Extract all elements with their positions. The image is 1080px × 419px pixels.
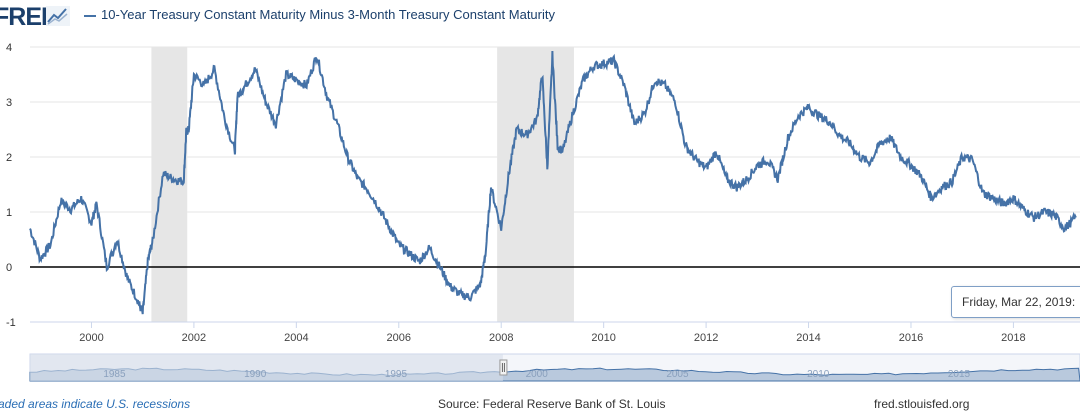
- x-tick-label: 2018: [1001, 332, 1025, 344]
- navigator-label: 2000: [526, 369, 549, 380]
- navigator-mask: [30, 354, 503, 381]
- navigator-label: 2015: [948, 369, 971, 380]
- x-tick-label: 2014: [796, 332, 820, 344]
- y-tick-label: 0: [6, 262, 12, 274]
- y-tick-label: 2: [6, 152, 12, 164]
- legend-series-label[interactable]: 10-Year Treasury Constant Maturity Minus…: [101, 7, 555, 22]
- recession-note: aded areas indicate U.S. recessions: [0, 397, 191, 411]
- x-tick-label: 2004: [284, 332, 308, 344]
- tooltip-text: Friday, Mar 22, 2019:: [962, 295, 1076, 309]
- navigator-handle[interactable]: [499, 359, 508, 376]
- y-tick-label: 1: [6, 207, 12, 219]
- x-axis-ticks: 2000 2002 2004 2006 2008 2010 2012 2014 2016 2018: [79, 322, 1026, 344]
- x-tick-label: 2002: [182, 332, 206, 344]
- x-tick-label: 2006: [387, 332, 411, 344]
- navigator-label: 1985: [103, 369, 126, 380]
- legend-swatch: [84, 15, 96, 17]
- series-line[interactable]: [29, 50, 1077, 315]
- navigator-label: 1995: [385, 369, 408, 380]
- navigator-label: 2005: [666, 369, 689, 380]
- y-tick-label: 3: [6, 97, 12, 109]
- chart-header: FRED 10-Year Treasury Constant Maturity …: [0, 0, 1080, 34]
- source-url[interactable]: fred.stlouisfed.org: [874, 397, 970, 411]
- y-tick-label: 4: [6, 42, 12, 54]
- recession-band: [497, 47, 574, 322]
- y-tick-label: -1: [6, 317, 16, 329]
- x-tick-label: 2008: [489, 332, 513, 344]
- x-tick-label: 2010: [591, 332, 615, 344]
- y-axis-ticks: 4 3 2 1 0 -1: [6, 42, 16, 329]
- range-navigator[interactable]: 1985 1990 1995 2000 2005 2010 2015: [0, 0, 1080, 395]
- x-tick-label: 2000: [79, 332, 103, 344]
- navigator-label: 1990: [244, 369, 267, 380]
- navigator-label: 2010: [807, 369, 830, 380]
- x-tick-label: 2016: [899, 332, 923, 344]
- source-text: Source: Federal Reserve Bank of St. Loui…: [438, 397, 666, 411]
- tooltip: Friday, Mar 22, 2019:: [951, 286, 1080, 318]
- fred-trend-icon: [46, 6, 70, 26]
- line-chart: 4 3 2 1 0 -1 2000 2002 2004 2006 2008 2010 2012 2014…: [6, 42, 1080, 344]
- x-tick-label: 2012: [694, 332, 718, 344]
